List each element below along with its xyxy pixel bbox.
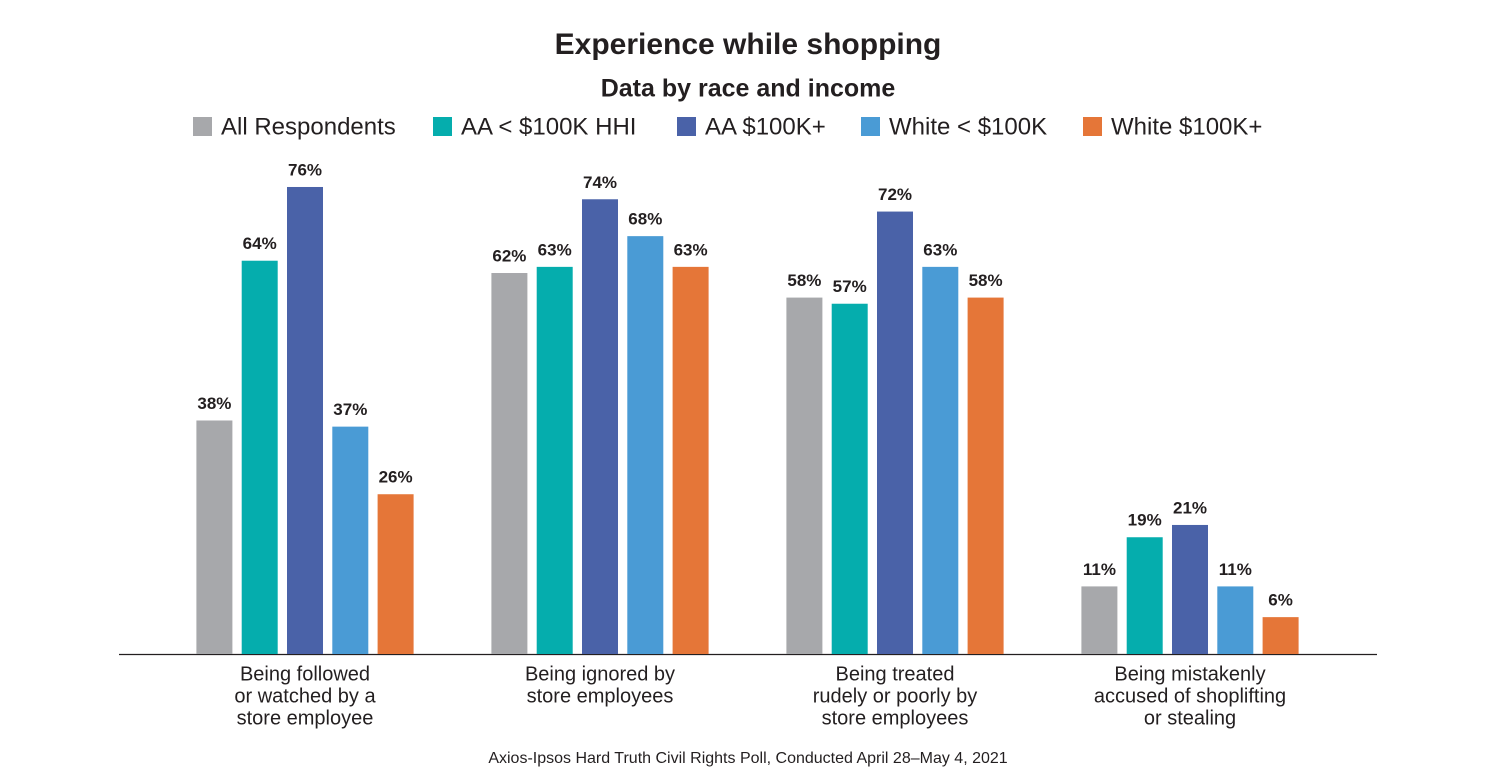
bar [1126, 537, 1163, 654]
value-label: 38% [197, 394, 231, 413]
value-label: 19% [1128, 511, 1162, 530]
x-tick-label: Being followed [240, 663, 370, 685]
bar [332, 426, 369, 654]
bar [196, 420, 233, 654]
value-label: 37% [333, 400, 367, 419]
legend-swatch [1083, 117, 1102, 136]
value-label: 72% [878, 185, 912, 204]
bar [627, 236, 664, 654]
bar [967, 297, 1004, 654]
x-tick-label: or stealing [1144, 707, 1236, 729]
value-label: 58% [969, 271, 1003, 290]
value-label: 63% [923, 240, 957, 259]
bar [1081, 586, 1118, 654]
value-label: 57% [833, 277, 867, 296]
x-tick-label: store employee [237, 707, 374, 729]
legend-label: White < $100K [889, 113, 1047, 140]
legend-label: AA < $100K HHI [461, 113, 636, 140]
x-tick-label: or watched by a [234, 685, 376, 707]
bar [877, 211, 913, 654]
value-label: 11% [1083, 560, 1116, 579]
legend-label: AA $100K+ [705, 113, 826, 140]
legend-swatch [193, 117, 212, 136]
bar [1172, 524, 1208, 654]
value-label: 6% [1268, 591, 1293, 610]
bar [536, 266, 573, 654]
bar [377, 494, 414, 654]
bar [922, 266, 959, 654]
value-label: 64% [243, 234, 277, 253]
value-label: 26% [379, 468, 413, 487]
x-tick-label: rudely or poorly by [813, 685, 978, 707]
bar [786, 297, 823, 654]
bar [1262, 617, 1299, 654]
legend-swatch [677, 117, 696, 136]
x-tick-label: Being treated [836, 663, 955, 685]
value-label: 63% [538, 240, 572, 259]
legend-swatch [861, 117, 880, 136]
bar [287, 186, 323, 655]
x-tick-label: Being mistakenly [1114, 663, 1265, 685]
chart-subtitle: Data by race and income [601, 75, 896, 103]
value-label: 62% [492, 246, 526, 265]
value-label: 21% [1173, 498, 1207, 517]
value-label: 74% [583, 173, 617, 192]
x-tick-label: Being ignored by [525, 663, 675, 685]
x-tick-label: store employees [822, 707, 969, 729]
value-label: 11% [1219, 560, 1252, 579]
bar [241, 260, 278, 654]
legend-label: White $100K+ [1111, 113, 1262, 140]
value-label: 63% [674, 240, 708, 259]
value-label: 68% [628, 210, 662, 229]
bar [672, 266, 709, 654]
bar [1217, 586, 1254, 654]
x-tick-label: store employees [527, 685, 674, 707]
value-label: 58% [787, 271, 821, 290]
bar [582, 199, 618, 654]
chart-title: Experience while shopping [555, 28, 942, 61]
legend-swatch [433, 117, 452, 136]
legend-label: All Respondents [221, 113, 396, 140]
value-label: 76% [288, 160, 322, 179]
source-note: Axios-Ipsos Hard Truth Civil Rights Poll… [488, 750, 1007, 767]
bar [831, 303, 868, 654]
x-tick-label: accused of shoplifting [1094, 685, 1286, 707]
bar [491, 273, 528, 654]
